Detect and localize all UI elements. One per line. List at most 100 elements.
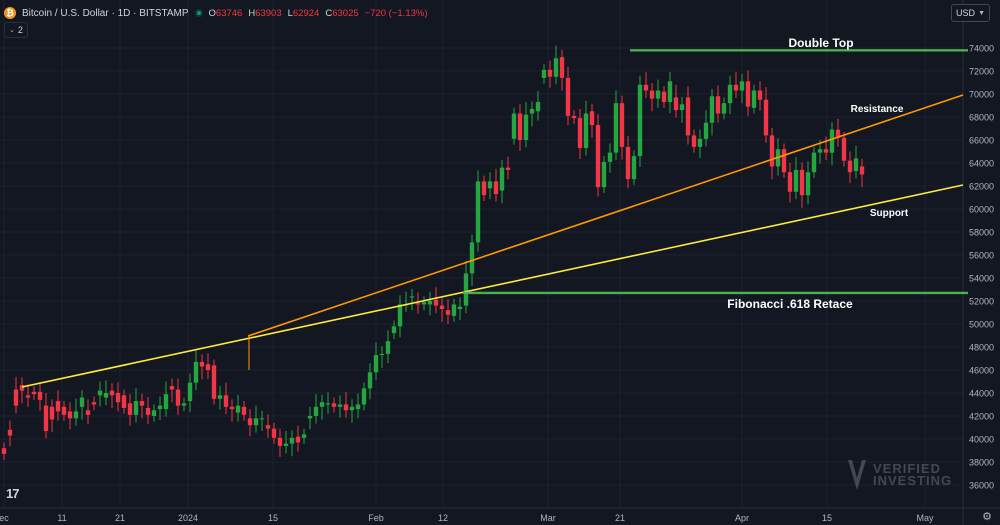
candle-body: [853, 158, 859, 172]
price-tick-label: 40000: [969, 435, 994, 445]
price-tick-label: 36000: [969, 481, 994, 491]
candle-body: [517, 113, 523, 140]
candle-body: [97, 390, 103, 396]
indicators-count: 2: [17, 25, 23, 35]
support-trend-line: [21, 184, 964, 388]
candle-body: [13, 389, 19, 406]
symbol-title[interactable]: Bitcoin / U.S. Dollar · 1D · BITSTAMP: [22, 7, 189, 19]
candle-body: [703, 122, 709, 139]
candle-body: [397, 304, 403, 327]
candle-body: [745, 81, 751, 107]
candle-body: [625, 146, 631, 180]
close-label: C: [325, 7, 333, 19]
time-axis: ec 11 21 2024 15 Feb 12 Mar 21 Apr 15 May: [0, 513, 934, 523]
trend-lines: Double Top Resistance Support Fibonacci .61…: [21, 36, 968, 388]
candle-body: [697, 138, 703, 147]
candle-body: [481, 181, 487, 196]
price-axis: 36000 38000 40000 42000 44000 46000 48000 50000…: [969, 44, 994, 491]
candle-body: [727, 84, 733, 104]
candle-body: [319, 402, 325, 407]
candle-body: [1, 448, 7, 454]
candle-body: [211, 365, 217, 399]
price-tick-label: 68000: [969, 113, 994, 123]
currency-button[interactable]: USD ▼: [951, 4, 990, 22]
candle-body: [685, 97, 691, 136]
candle-body: [73, 411, 79, 419]
price-tick-label: 54000: [969, 274, 994, 284]
candle-body: [631, 156, 637, 180]
candle-body: [253, 418, 259, 426]
candle-body: [841, 137, 847, 161]
candle-body: [151, 410, 157, 416]
settings-gear-icon[interactable]: ⚙: [982, 511, 992, 523]
candle-body: [79, 397, 85, 407]
candle-body: [571, 115, 577, 119]
candle-body: [547, 69, 553, 77]
time-tick-label: Feb: [368, 513, 384, 523]
candle-body: [295, 436, 301, 443]
candle-body: [31, 391, 37, 395]
candle-body: [175, 389, 181, 406]
price-tick-label: 66000: [969, 136, 994, 146]
candle-body: [193, 361, 199, 383]
candle-body: [199, 361, 205, 367]
candle-body: [55, 401, 61, 412]
candle-body: [511, 113, 517, 139]
candle-body: [145, 407, 151, 415]
time-tick-label: Apr: [735, 513, 749, 523]
candle-body: [817, 149, 823, 153]
candle-body: [649, 90, 655, 99]
candle-body: [433, 299, 439, 306]
candle-body: [787, 172, 793, 192]
high-value: 63903: [255, 7, 282, 19]
candle-body: [19, 384, 25, 391]
candle-body: [523, 114, 529, 140]
candle-body: [667, 81, 673, 103]
candle-body: [535, 102, 541, 112]
candle-body: [229, 406, 235, 410]
time-tick-label: 12: [438, 513, 448, 523]
candle-body: [829, 129, 835, 153]
candle-body: [67, 411, 73, 419]
change-value: −720 (−1.13%): [364, 7, 428, 19]
price-tick-label: 74000: [969, 44, 994, 54]
candle-body: [325, 403, 331, 405]
time-tick-label: May: [916, 513, 934, 523]
price-tick-label: 62000: [969, 182, 994, 192]
candle-body: [187, 382, 193, 402]
price-tick-label: 64000: [969, 159, 994, 169]
candle-body: [43, 405, 49, 431]
candle-body: [337, 404, 343, 407]
candle-body: [223, 395, 229, 407]
price-tick-label: 60000: [969, 205, 994, 215]
tradingview-logo-icon[interactable]: 17: [6, 486, 20, 501]
time-tick-label: 15: [268, 513, 278, 523]
bitcoin-icon: ₿: [4, 7, 16, 19]
candle-body: [301, 434, 307, 438]
candle-body: [271, 428, 277, 438]
candle-body: [235, 405, 241, 413]
low-label: L: [287, 7, 293, 19]
price-tick-label: 38000: [969, 458, 994, 468]
candle-body: [763, 99, 769, 136]
candle-body: [751, 90, 757, 108]
chevron-down-icon: ⌄: [9, 27, 15, 34]
time-tick-label: 21: [615, 513, 625, 523]
candle-body: [247, 418, 253, 426]
indicators-toggle-button[interactable]: ⌄ 2: [4, 22, 28, 38]
time-tick-label: 11: [57, 513, 66, 523]
resistance-label: Resistance: [851, 104, 904, 115]
candle-body: [307, 416, 313, 419]
market-status-icon[interactable]: [194, 9, 203, 17]
candle-body: [421, 302, 427, 305]
candle-body: [445, 310, 451, 315]
time-tick-label: 2024: [178, 513, 198, 523]
candle-body: [283, 443, 289, 446]
candle-body: [343, 404, 349, 411]
price-tick-label: 58000: [969, 228, 994, 238]
candle-body: [637, 84, 643, 157]
high-label: H: [248, 7, 256, 19]
candle-body: [613, 103, 619, 153]
candle-body: [367, 372, 373, 389]
